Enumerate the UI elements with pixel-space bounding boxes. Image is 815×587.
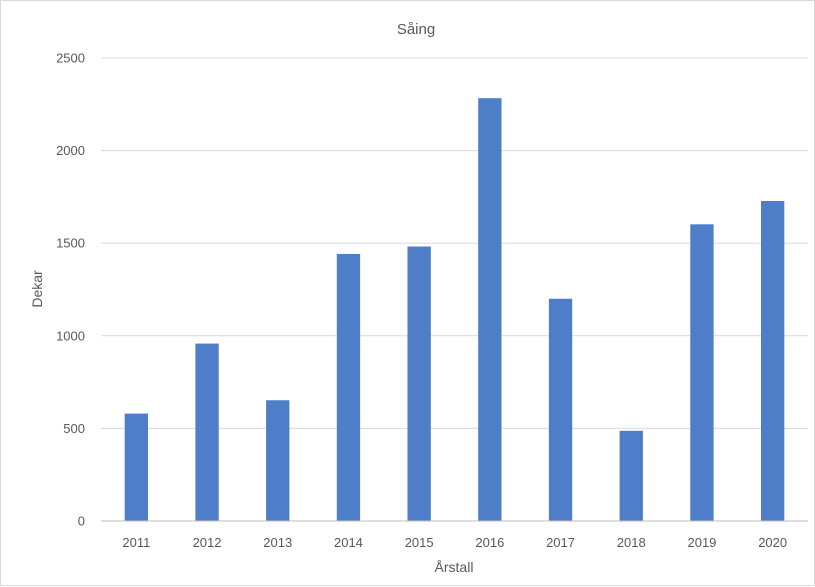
chart-title: Såing <box>397 21 435 38</box>
y-axis-title: Dekar <box>29 270 45 308</box>
y-tick-label: 2500 <box>56 51 85 66</box>
bars <box>124 98 785 522</box>
bar-2019 <box>690 224 714 521</box>
bar-2011 <box>124 413 149 521</box>
x-tick-label: 2019 <box>687 535 716 550</box>
bar-2014 <box>336 253 361 522</box>
bar-2017 <box>548 298 573 521</box>
y-tick-label: 500 <box>63 421 85 436</box>
x-axis-title: Årstall <box>435 559 474 575</box>
y-tick-label: 2000 <box>56 143 85 158</box>
bar-2018 <box>619 430 643 521</box>
y-tick-labels: 0 500 1000 1500 2000 2500 <box>56 51 85 529</box>
bar-2015 <box>407 246 431 521</box>
x-tick-label: 2014 <box>334 535 363 550</box>
bar-2013 <box>266 400 290 521</box>
y-tick-label: 1000 <box>56 328 85 343</box>
x-tick-labels: 2011 2012 2013 2014 2015 2016 2017 2018 2019 2020 <box>122 535 787 550</box>
x-tick-label: 2017 <box>546 535 575 550</box>
y-tick-label: 0 <box>78 514 85 529</box>
x-tick-label: 2016 <box>475 535 504 550</box>
y-tick-label: 1500 <box>56 236 85 251</box>
bar-2020 <box>760 200 785 521</box>
bar-2016 <box>478 98 502 521</box>
x-tick-label: 2018 <box>617 535 646 550</box>
x-tick-label: 2013 <box>263 535 292 550</box>
x-tick-label: 2011 <box>122 535 150 550</box>
gridlines <box>101 57 808 429</box>
bar-2012 <box>195 343 219 521</box>
x-tick-label: 2015 <box>405 535 434 550</box>
x-tick-label: 2020 <box>758 535 787 550</box>
x-tick-label: 2012 <box>193 535 222 550</box>
